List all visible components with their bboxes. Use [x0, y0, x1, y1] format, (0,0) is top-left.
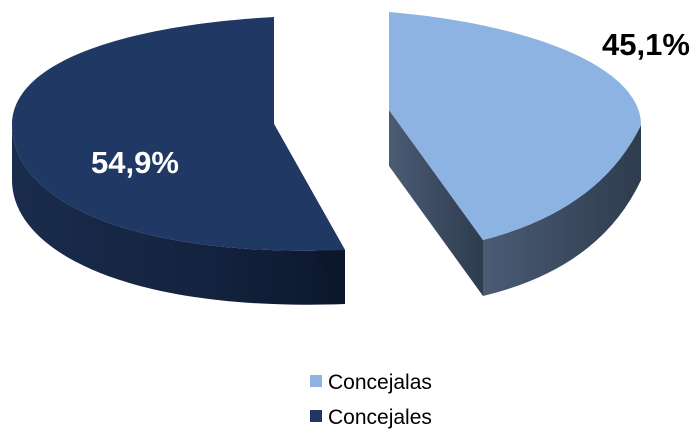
slice-concejalas-side	[389, 110, 483, 296]
slice-concejalas-top	[389, 12, 641, 240]
data-label-concejalas: 45,1%	[602, 27, 690, 62]
slice-concejales-top	[12, 17, 345, 251]
legend-item-concejalas: Concejalas	[310, 371, 432, 394]
legend-swatch-concejalas	[310, 375, 322, 387]
legend: Concejalas Concejales	[310, 371, 432, 429]
legend-label-concejalas: Concejalas	[328, 371, 432, 394]
slice-concejales-rim	[12, 125, 345, 305]
data-label-concejales: 54,9%	[91, 145, 179, 180]
legend-swatch-concejales	[310, 410, 322, 422]
legend-label-concejales: Concejales	[328, 406, 432, 429]
legend-item-concejales: Concejales	[310, 406, 432, 429]
slice-concejalas-rim	[483, 125, 641, 296]
slice-concejales	[12, 17, 345, 305]
slice-concejalas	[389, 12, 641, 296]
